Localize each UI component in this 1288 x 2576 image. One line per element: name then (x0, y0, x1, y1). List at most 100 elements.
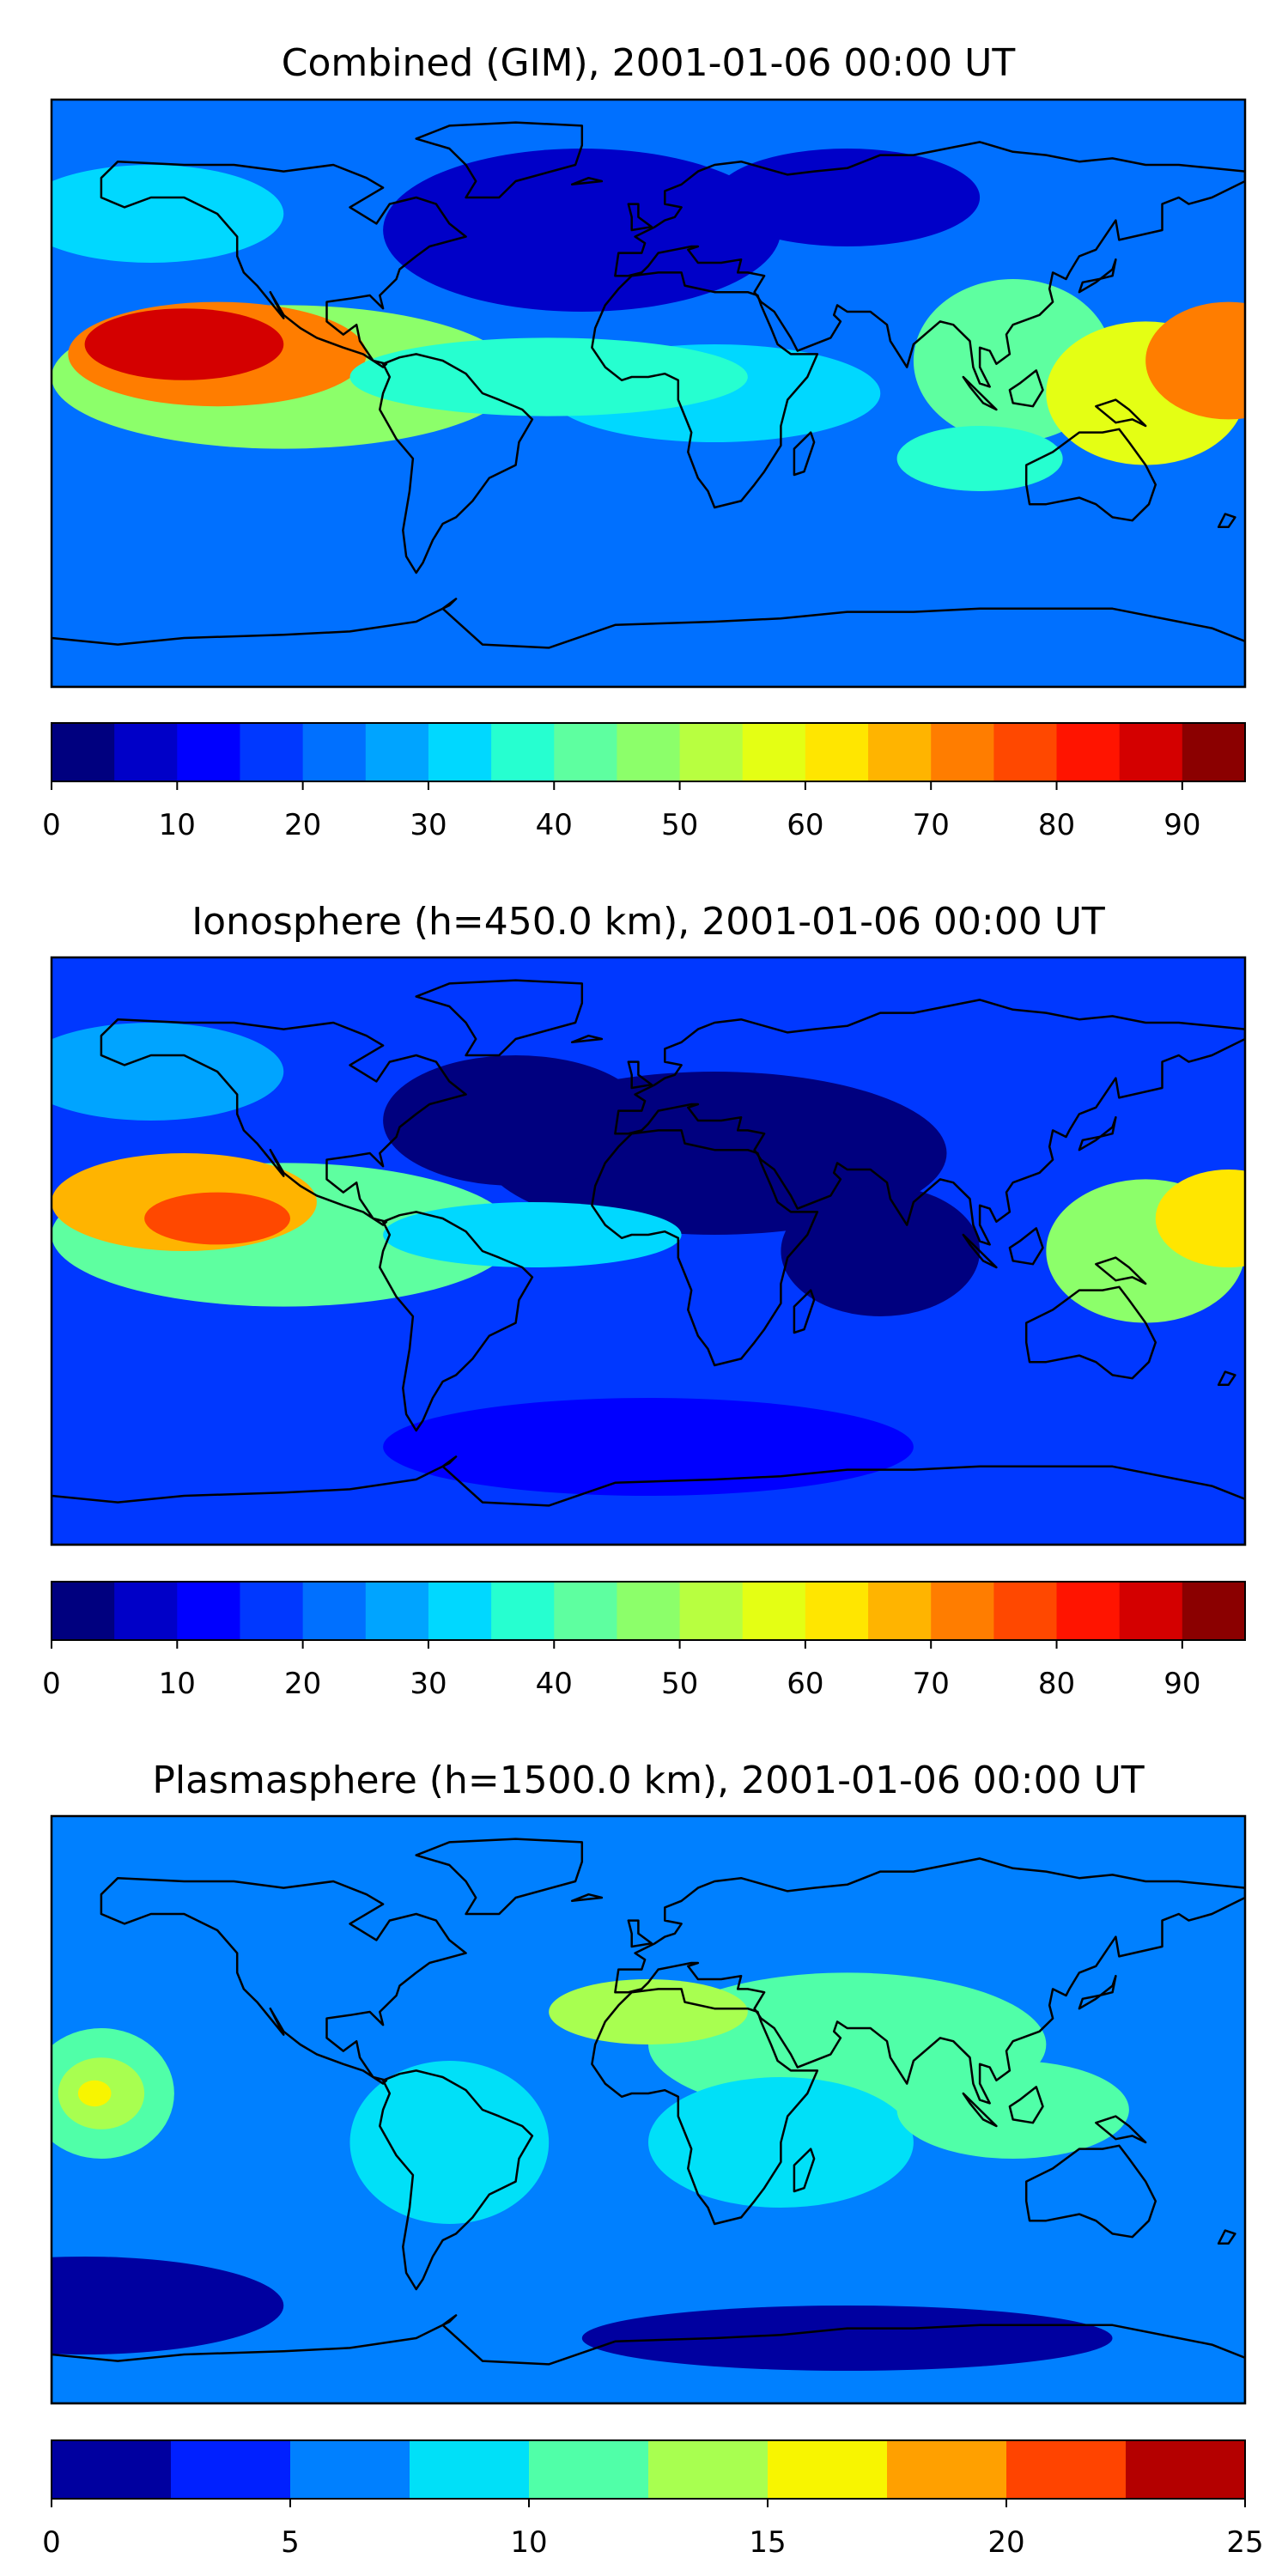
colorbar-tick-label: 80 (1038, 1667, 1075, 1701)
field-contour (1155, 1170, 1245, 1267)
colorbar-segment (302, 723, 367, 781)
panel-2: Ionosphere (h=450.0 km), 2001-01-06 00:0… (42, 900, 1247, 1701)
colorbar-segment (768, 2440, 888, 2499)
colorbar-segment (742, 723, 806, 781)
coastline (1217, 2229, 1236, 2245)
colorbar-frame (51, 1581, 1246, 1641)
coastline (1095, 1256, 1147, 1285)
field-contour (581, 2306, 1113, 2371)
colorbar-tick-label: 20 (284, 808, 321, 842)
coastline (1008, 2086, 1044, 2124)
colorbar-tick-label: 70 (913, 1667, 950, 1701)
colorbar-segment (428, 723, 492, 781)
field-contour (714, 149, 981, 246)
colorbar-segment (1126, 2440, 1246, 2499)
colorbar-tick-label: 0 (42, 1667, 61, 1701)
coastline (52, 598, 1245, 687)
colorbar-segment (1182, 723, 1246, 781)
coastline (962, 1233, 998, 1269)
coastline (1024, 2144, 1157, 2239)
coastline (1024, 428, 1157, 522)
field-contour (549, 1979, 748, 2044)
coastline (591, 1129, 819, 1367)
colorbar-segment (1119, 1582, 1183, 1640)
colorbar-segment (679, 1582, 744, 1640)
colorbar-segment (491, 723, 555, 781)
colorbar-tick-label: 50 (661, 1667, 698, 1701)
colorbar-tick-label: 25 (1226, 2525, 1263, 2560)
coastline (1217, 513, 1236, 529)
colorbar-segment (648, 2440, 769, 2499)
colorbar: 0 5 10 15 20 25 (42, 2439, 1264, 2560)
coastline (415, 979, 584, 1057)
coastline (793, 2148, 816, 2193)
colorbar-segment (617, 1582, 681, 1640)
coastlines (52, 1838, 1245, 2403)
field-contour (896, 2061, 1129, 2159)
coastline (591, 271, 819, 509)
coastline (614, 999, 1245, 1246)
colorbar-tick-label: 60 (787, 1667, 823, 1701)
colorbar-tick-label: 15 (749, 2525, 786, 2560)
colorbar-tick-label: 0 (42, 808, 61, 842)
field (52, 100, 1245, 687)
colorbar-frame (51, 2439, 1246, 2500)
colorbar-segment (365, 723, 429, 781)
colorbar-segment (993, 723, 1058, 781)
colorbar-segment (114, 1582, 178, 1640)
colorbar-frame (51, 722, 1246, 782)
coastline (570, 1034, 604, 1044)
coastline (52, 1455, 1245, 1545)
colorbar-segment (931, 723, 994, 781)
coastline (962, 375, 998, 411)
coastline (570, 176, 604, 186)
field-contour (383, 149, 781, 312)
colorbar-segment (1119, 723, 1183, 781)
colorbar-segment (1006, 2440, 1127, 2499)
colorbar-segment (679, 723, 744, 781)
colorbar-segment (428, 1582, 492, 1640)
coastlines (52, 979, 1245, 1545)
coastline (1078, 1115, 1117, 1151)
colorbar-segment (805, 723, 869, 781)
field-contour (383, 1202, 682, 1267)
coastline (614, 1857, 1245, 2105)
coastlines (52, 121, 1245, 687)
coastline (1095, 398, 1147, 428)
colorbar-segment (177, 723, 241, 781)
colorbar-segment (554, 1582, 618, 1640)
colorbar-segment (177, 1582, 241, 1640)
coastline (1095, 2115, 1147, 2144)
colorbar-segment (617, 723, 681, 781)
colorbar-tick-label: 60 (787, 808, 823, 842)
field-contour (383, 1055, 648, 1186)
map-frame (50, 1814, 1247, 2405)
field-contour (383, 540, 914, 638)
panel-3: Plasmasphere (h=1500.0 km), 2001-01-06 0… (42, 1759, 1264, 2560)
colorbar-segment (171, 2440, 291, 2499)
colorbar-tick-label: 30 (410, 1667, 447, 1701)
colorbar-segment (529, 2440, 649, 2499)
field-contour (52, 2257, 284, 2354)
colorbar-tick-label: 20 (987, 2525, 1024, 2560)
coastline (962, 2092, 998, 2128)
panel-title: Combined (GIM), 2001-01-06 00:00 UT (282, 41, 1016, 85)
coastline (1024, 1285, 1157, 1380)
field-contour (144, 1192, 290, 1245)
coastline (100, 1876, 467, 2085)
coastline (379, 2069, 534, 2291)
colorbar-segment (868, 1582, 932, 1640)
colorbar-tick-label: 80 (1038, 808, 1075, 842)
colorbar-tick-label: 70 (913, 808, 950, 842)
colorbar-segment (993, 1582, 1058, 1640)
colorbar-segment (52, 2440, 172, 2499)
coastline (1078, 1974, 1117, 2010)
colorbar-tick-label: 10 (159, 808, 196, 842)
field-contour (349, 2061, 550, 2224)
field (52, 1816, 1245, 2403)
field-contour (84, 308, 284, 380)
field-contour (52, 1023, 284, 1121)
coastline (52, 2314, 1245, 2403)
colorbar-segment (240, 723, 304, 781)
